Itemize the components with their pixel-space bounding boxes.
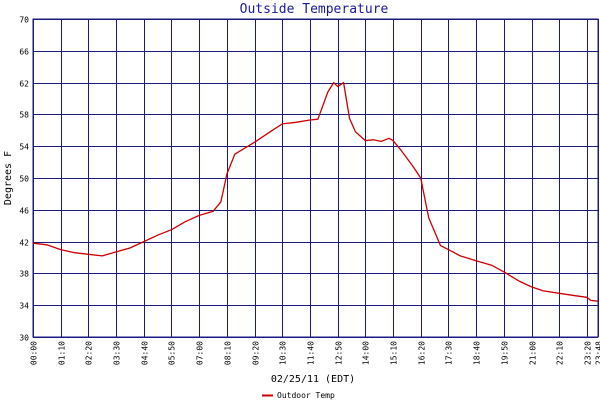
x-tick-label: 16:20: [418, 341, 427, 365]
series-lines: [32, 81, 599, 302]
y-tick-label: 58: [19, 111, 29, 120]
x-tick-label: 15:10: [390, 341, 399, 365]
x-tick-label: 17:30: [445, 341, 454, 365]
x-tick-label: 00:00: [30, 341, 39, 365]
x-tick-label: 05:50: [168, 341, 177, 365]
x-tick-label: 21:00: [529, 341, 538, 365]
y-tick-label: 38: [19, 270, 29, 279]
x-tick-label: 22:10: [556, 341, 565, 365]
x-tick-label: 23:20: [584, 341, 593, 365]
x-tick-label: 19:50: [501, 341, 510, 365]
series-line-outdoor-temp: [32, 81, 599, 302]
x-axis-ticks: 00:00 01:10 02:20 03:30 04:40 05:50 07:00 08:10…: [30, 341, 600, 365]
x-tick-label: 08:10: [224, 341, 233, 365]
x-tick-label: 12:50: [335, 341, 344, 365]
y-axis-ticks: 30 34 38 42 46 50 54 58 62 66 70: [19, 16, 29, 343]
y-tick-label: 50: [19, 175, 29, 184]
x-tick-label: 23:48: [595, 341, 600, 365]
legend: Outdoor Temp: [262, 391, 335, 400]
chart-title: Outside Temperature: [240, 2, 389, 17]
x-tick-label: 07:00: [196, 341, 205, 365]
legend-label: Outdoor Temp: [277, 391, 335, 400]
x-tick-label: 09:20: [252, 341, 261, 365]
y-tick-label: 34: [19, 302, 29, 311]
x-tick-label: 01:10: [58, 341, 67, 365]
x-tick-label: 11:40: [307, 341, 316, 365]
x-tick-label: 10:30: [279, 341, 288, 365]
x-tick-label: 03:30: [113, 341, 122, 365]
x-tick-label: 18:40: [473, 341, 482, 365]
y-axis-label: Degrees F: [3, 151, 14, 205]
y-tick-label: 54: [19, 143, 29, 152]
y-tick-label: 30: [19, 334, 29, 343]
y-tick-label: 42: [19, 239, 29, 248]
y-tick-label: 70: [19, 16, 29, 25]
y-tick-label: 46: [19, 207, 29, 216]
x-tick-label: 04:40: [141, 341, 150, 365]
y-tick-label: 62: [19, 80, 29, 89]
y-tick-label: 66: [19, 48, 29, 57]
x-tick-label: 02:20: [85, 341, 94, 365]
x-tick-label: 14:00: [362, 341, 371, 365]
x-axis-label: 02/25/11 (EDT): [271, 374, 355, 385]
grid-lines: [32, 18, 599, 338]
